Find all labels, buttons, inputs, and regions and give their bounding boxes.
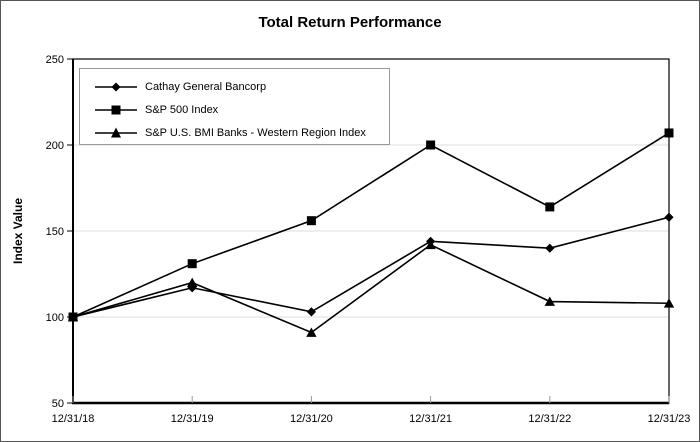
data-point-marker	[664, 212, 674, 222]
triangle-marker-icon	[95, 127, 137, 137]
data-point-marker	[306, 216, 316, 226]
square-marker-icon	[95, 105, 137, 114]
x-tick-label: 12/31/22	[528, 413, 571, 425]
legend-label-bmi-banks: S&P U.S. BMI Banks - Western Region Inde…	[145, 126, 366, 139]
data-point-marker	[187, 259, 197, 269]
y-tick-label: 200	[46, 140, 64, 152]
data-point-marker	[187, 277, 198, 287]
series-line	[72, 216, 670, 318]
data-point-marker	[187, 283, 197, 293]
data-point-marker	[426, 236, 436, 246]
data-point-marker	[306, 327, 317, 337]
y-tick-label: 50	[52, 398, 64, 410]
data-point-marker	[663, 298, 675, 308]
data-point-marker	[544, 296, 555, 306]
legend-item-bmi-banks: S&P U.S. BMI Banks - Western Region Inde…	[94, 122, 389, 143]
y-tick-label: 150	[46, 226, 64, 238]
legend-label-cathay: Cathay General Bancorp	[145, 80, 267, 93]
y-tick-label: 100	[46, 312, 64, 324]
data-point-marker	[664, 128, 674, 138]
data-point-marker	[68, 312, 78, 322]
legend-item-sp500: S&P 500 Index	[94, 99, 389, 120]
data-point-marker	[306, 307, 316, 317]
series-line	[72, 243, 670, 334]
data-point-marker	[426, 140, 436, 150]
legend-item-cathay: Cathay General Bancorp	[94, 76, 389, 97]
x-tick-label: 12/31/19	[171, 413, 214, 425]
x-tick-label: 12/31/18	[52, 413, 95, 425]
y-tick-label: 250	[46, 54, 64, 66]
data-point-marker	[545, 243, 555, 253]
chart-title: Total Return Performance	[258, 14, 442, 31]
x-tick-label: 12/31/20	[290, 413, 333, 425]
diamond-marker-icon	[95, 82, 137, 91]
x-tick-label: 12/31/23	[648, 413, 691, 425]
chart-legend: Cathay General Bancorp S&P 500 Index S&P…	[79, 68, 390, 145]
x-tick-label: 12/31/21	[409, 413, 452, 425]
data-point-marker	[545, 202, 555, 212]
legend-label-sp500: S&P 500 Index	[145, 103, 219, 116]
series-line	[72, 132, 670, 318]
